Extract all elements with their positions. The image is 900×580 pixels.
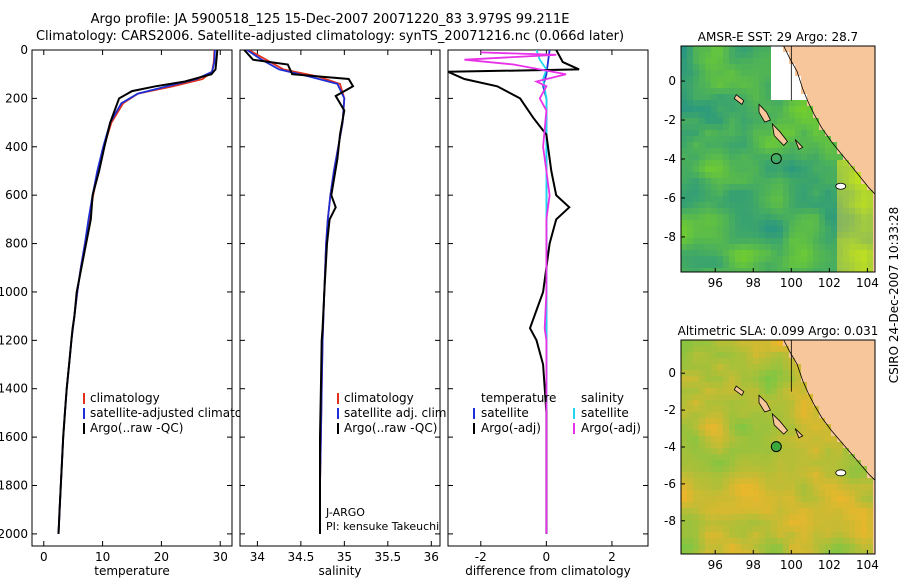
- island-shape: [794, 428, 804, 439]
- coastline: [783, 339, 876, 481]
- y-tick-label: -4: [664, 152, 676, 166]
- plot-frame: [447, 49, 649, 547]
- plot-frame: [239, 49, 441, 547]
- y-tick-label: -2: [664, 113, 676, 127]
- x-tick-label: 98: [746, 276, 761, 290]
- map-title: Altimetric SLA: 0.099 Argo: 0.031: [678, 324, 879, 338]
- y-tick-label: 0: [20, 43, 28, 57]
- map-sla: Altimetric SLA: 0.099 Argo: 0.031 96 98 100…: [664, 324, 879, 572]
- x-tick-label: 102: [818, 276, 841, 290]
- series-line-2: [243, 50, 355, 534]
- argo-float-marker: [770, 153, 782, 165]
- x-tick-label: 0: [543, 550, 551, 564]
- island-shape: [733, 385, 745, 396]
- x-axis-label: difference from climatology: [465, 564, 631, 578]
- legend-label: Argo(-adj): [481, 421, 541, 435]
- y-tick-label: 800: [5, 237, 28, 251]
- x-tick-label: 20: [154, 550, 169, 564]
- x-tick-label: 36: [424, 550, 439, 564]
- y-tick-label: -4: [664, 440, 676, 454]
- y-tick-label: 1200: [0, 333, 28, 347]
- x-tick-label: 34: [250, 550, 265, 564]
- series-line-2: [448, 50, 580, 534]
- x-tick-label: 34.5: [288, 550, 315, 564]
- map-title: AMSR-E SST: 29 Argo: 28.7: [698, 30, 858, 44]
- plot-frame: [31, 49, 233, 547]
- x-tick-label: 102: [818, 558, 841, 572]
- y-tick-label: 200: [5, 91, 28, 105]
- chart-title-line2: Climatology: CARS2006. Satellite-adjuste…: [35, 29, 625, 44]
- chart-title-line1: Argo profile: JA 5900518_125 15-Dec-2007…: [90, 12, 570, 27]
- argo-float-marker: [770, 441, 782, 453]
- y-tick-label: 0: [668, 366, 676, 380]
- legend-label: satellite: [481, 406, 529, 420]
- y-tick-label: -8: [664, 514, 676, 528]
- y-tick-label: -2: [664, 403, 676, 417]
- coastline: [783, 45, 876, 195]
- x-tick-label: -2: [475, 550, 487, 564]
- legend-label: salinity: [581, 391, 624, 405]
- legend-label: satellite: [581, 406, 629, 420]
- x-axis-label: salinity: [318, 564, 361, 578]
- y-tick-label: -6: [664, 191, 676, 205]
- x-tick-label: 100: [780, 276, 803, 290]
- y-tick-label: 0: [668, 74, 676, 88]
- x-tick-label: 104: [856, 276, 879, 290]
- annotation-program: J-ARGO: [325, 506, 365, 519]
- y-tick-label: -8: [664, 230, 676, 244]
- island-shape: [733, 94, 745, 106]
- legend-label: climatology: [90, 391, 160, 405]
- timestamp-label: CSIRO 24-Dec-2007 10:33:28: [887, 206, 900, 384]
- y-tick-label: 1000: [0, 285, 28, 299]
- x-tick-label: 104: [856, 558, 879, 572]
- island-shape: [771, 412, 789, 435]
- island-shape: [794, 139, 804, 150]
- legend-label: climatology: [344, 391, 414, 405]
- x-tick-label: 100: [780, 558, 803, 572]
- legend-label: satellite adj. clim.: [344, 406, 450, 420]
- legend-label: temperature: [481, 391, 556, 405]
- map-cells: [681, 46, 875, 272]
- x-tick-label: 30: [213, 550, 228, 564]
- x-tick-label: 0: [40, 550, 48, 564]
- y-tick-label: 1400: [0, 382, 28, 396]
- island-shape: [758, 394, 771, 413]
- island-shape: [835, 469, 847, 477]
- x-tick-label: 35: [337, 550, 352, 564]
- panel-salinity: 34 34.5 35 35.5 36 salinity climatologysatelli…: [239, 49, 450, 578]
- x-tick-label: 35.5: [374, 550, 401, 564]
- series-line-2: [57, 50, 219, 534]
- x-tick-label: 96: [708, 276, 723, 290]
- annotation-pi: PI: kensuke Takeuchi: [326, 520, 439, 533]
- y-tick-label: 600: [5, 188, 28, 202]
- x-tick-label: 98: [746, 558, 761, 572]
- legend-label: satellite-adjusted climatology: [90, 406, 268, 420]
- y-tick-label: 2000: [0, 527, 28, 541]
- legend-label: Argo(..raw -QC): [90, 421, 183, 435]
- x-tick-label: 96: [708, 558, 723, 572]
- island-shape: [835, 182, 847, 190]
- y-tick-label: 400: [5, 140, 28, 154]
- x-tick-label: 2: [608, 550, 616, 564]
- panel-temperature: 0 10 20 30 temperature 0 200 400 600 800 1000 1200 1…: [0, 43, 268, 578]
- legend-label: Argo(..raw -QC): [344, 421, 437, 435]
- map-sst: AMSR-E SST: 29 Argo: 28.7 96 98 100 102 104 0 -…: [664, 30, 879, 290]
- island-shape: [758, 103, 771, 123]
- island-shape: [771, 122, 789, 146]
- x-tick-label: 10: [95, 550, 110, 564]
- y-tick-label: -6: [664, 477, 676, 491]
- series-line-3: [464, 51, 567, 534]
- y-tick-label: 1600: [0, 430, 28, 444]
- legend-label: Argo(-adj): [581, 421, 641, 435]
- x-axis-label: temperature: [94, 564, 169, 578]
- map-cells: [681, 340, 875, 554]
- y-tick-label: 1800: [0, 479, 28, 493]
